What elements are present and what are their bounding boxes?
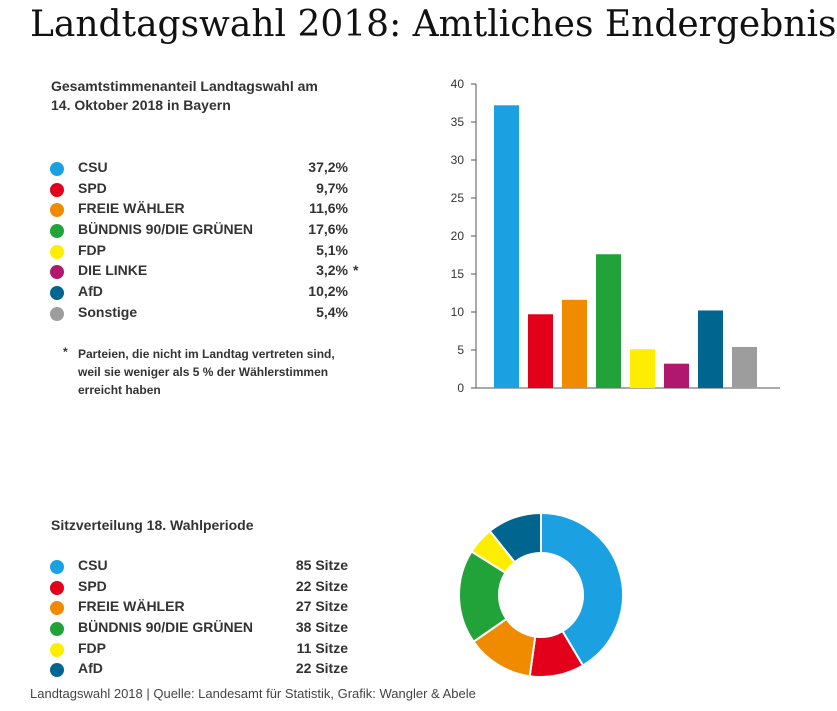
y-tick-label: 10 [451, 305, 465, 319]
footnote-marker: * [63, 345, 68, 359]
legend-party-label: AfD [78, 283, 103, 300]
y-tick-label: 40 [451, 77, 465, 91]
donut-slice [488, 511, 542, 564]
seat-distribution-heading: Sitzverteilung 18. Wahlperiode [51, 517, 254, 533]
vote-share-legend-item: CSU 37,2% [50, 159, 360, 180]
vote-share-legend-item: SPD 9,7% [50, 180, 360, 201]
source-caption: Landtagswahl 2018 | Quelle: Landesamt fü… [30, 686, 476, 701]
bar [596, 254, 621, 388]
vote-share-heading: Gesamtstimmenanteil Landtagswahl am 14. … [51, 77, 318, 115]
y-tick-label: 15 [451, 267, 465, 281]
legend-value: 22 Sitze [295, 577, 348, 594]
legend-color-dot [50, 642, 64, 657]
legend-value: 11,6% [309, 200, 348, 217]
vote-share-heading-line2: 14. Oktober 2018 in Bayern [51, 97, 231, 113]
legend-value: 38 Sitze [295, 619, 348, 636]
bar [664, 363, 689, 388]
legend-value: 22 Sitze [295, 660, 348, 677]
legend-party-label: SPD [78, 577, 107, 594]
legend-value: 11 Sitze [296, 639, 348, 656]
legend-party-label: CSU [78, 557, 108, 573]
legend-color-dot [50, 580, 64, 595]
legend-color-dot [50, 244, 64, 259]
vote-share-bar-chart: 0 5 10 15 20 25 30 35 40 [451, 77, 780, 395]
bar [698, 310, 723, 388]
legend-value: 3,2% [316, 262, 348, 279]
seat-legend-item: SPD 22 Sitze [50, 578, 360, 599]
vote-share-legend: CSU 37,2% SPD 9,7% FREIE WÄHLER 11,6% BÜNDNIS … [50, 159, 360, 325]
y-tick-label: 0 [457, 381, 464, 395]
legend-color-dot [50, 663, 64, 678]
legend-value: 5,1% [316, 241, 348, 258]
legend-party-label: FDP [78, 639, 106, 656]
seat-legend-item: CSU 85 Sitze [50, 557, 360, 578]
legend-value: 37,2% [308, 159, 348, 175]
bar [562, 299, 587, 388]
legend-color-dot [50, 162, 64, 176]
donut-slice [540, 511, 624, 667]
legend-color-dot [50, 306, 64, 321]
page-title: Landtagswahl 2018: Amtliches Endergebnis [30, 4, 837, 45]
vote-share-legend-item: AfD 10,2% [50, 283, 360, 304]
legend-value: 10,2% [308, 283, 348, 300]
legend-color-dot [50, 203, 64, 218]
legend-color-dot [50, 286, 64, 301]
legend-party-label: DIE LINKE [78, 262, 148, 279]
seat-legend-item: FREIE WÄHLER 27 Sitze [50, 598, 360, 619]
legend-party-label: Sonstige [78, 303, 138, 320]
vote-share-legend-item: FREIE WÄHLER 11,6% [50, 200, 360, 221]
footnote-text: Parteien, die nicht im Landtag vertreten… [78, 347, 335, 397]
y-tick-label: 20 [451, 229, 465, 243]
y-tick-label: 35 [451, 115, 465, 129]
legend-party-label: FREIE WÄHLER [78, 200, 185, 217]
seat-legend-item: FDP 11 Sitze [50, 640, 360, 661]
legend-party-label: FREIE WÄHLER [78, 598, 185, 615]
bar [630, 349, 655, 388]
legend-value: 17,6% [308, 221, 348, 238]
legend-value: 5,4% [316, 303, 348, 320]
legend-color-dot [50, 622, 64, 637]
legend-color-dot [50, 560, 64, 574]
vote-share-legend-item: FDP 5,1% [50, 242, 360, 263]
y-tick-label: 5 [457, 343, 464, 357]
legend-color-dot [50, 601, 64, 616]
legend-value: 85 Sitze [295, 557, 348, 573]
legend-party-label: BÜNDNIS 90/DIE GRÜNEN [78, 221, 254, 238]
legend-party-label: FDP [78, 241, 106, 258]
y-tick-label: 30 [451, 153, 465, 167]
legend-footnote-marker: * [353, 262, 359, 279]
vote-share-legend-item: Sonstige 5,4% [50, 304, 360, 325]
legend-party-label: CSU [78, 159, 108, 175]
bar [732, 346, 757, 388]
legend-color-dot [50, 224, 64, 239]
seat-legend-item: BÜNDNIS 90/DIE GRÜNEN 38 Sitze [50, 619, 360, 640]
legend-color-dot [50, 182, 64, 197]
legend-party-label: AfD [78, 660, 103, 677]
y-tick-label: 25 [451, 191, 465, 205]
vote-share-heading-line1: Gesamtstimmenanteil Landtagswahl am [51, 78, 318, 94]
vote-share-legend-item: BÜNDNIS 90/DIE GRÜNEN 17,6% [50, 221, 360, 242]
bar [494, 105, 519, 388]
legend-color-dot [50, 265, 64, 280]
bar [528, 314, 553, 388]
legend-party-label: SPD [78, 179, 107, 196]
legend-party-label: BÜNDNIS 90/DIE GRÜNEN [78, 619, 254, 636]
legend-value: 9,7% [316, 179, 348, 196]
seat-distribution-legend: CSU 85 Sitze SPD 22 Sitze FREIE WÄHLER 27 Sit… [50, 557, 360, 681]
legend-value: 27 Sitze [295, 598, 348, 615]
seat-legend-item: AfD 22 Sitze [50, 660, 360, 681]
seat-distribution-donut-chart [458, 511, 624, 678]
vote-share-legend-item: DIE LINKE 3,2% * [50, 262, 360, 283]
